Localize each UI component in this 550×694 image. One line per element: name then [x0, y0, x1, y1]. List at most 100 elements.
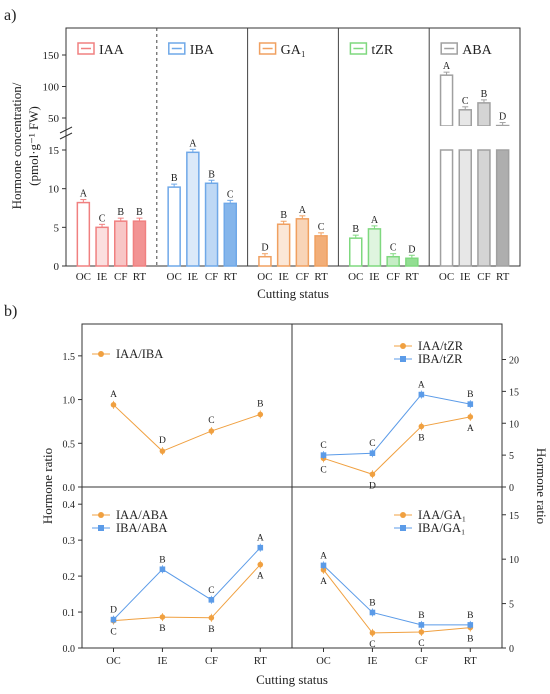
- significance-letter: C: [227, 189, 234, 200]
- legend-marker: [98, 512, 104, 518]
- bar: [439, 74, 454, 127]
- data-point: [369, 609, 376, 616]
- series-line: [113, 547, 261, 620]
- x-tick-label: RT: [314, 271, 328, 283]
- y-tick-label: 0.0: [63, 483, 76, 494]
- significance-letter: B: [208, 625, 214, 635]
- data-point: [257, 544, 264, 551]
- series-line: [113, 564, 261, 622]
- data-point: [159, 448, 166, 454]
- significance-letter: A: [467, 424, 474, 434]
- significance-letter: A: [320, 551, 327, 561]
- y-tick-label: 10: [509, 555, 519, 566]
- significance-letter: A: [110, 390, 117, 400]
- x-tick-label: OC: [316, 656, 331, 667]
- y-axis-label-right: Hormone ratio: [534, 448, 549, 524]
- bar: [477, 102, 491, 127]
- significance-letter: B: [257, 399, 263, 409]
- significance-letter: B: [171, 173, 178, 184]
- x-tick-label: RT: [224, 271, 238, 283]
- panel-a-frame: [65, 27, 521, 267]
- data-point: [467, 401, 474, 407]
- significance-letter: A: [418, 381, 425, 391]
- y-axis-label: Hormone concentration/: [9, 82, 24, 209]
- data-point: [110, 616, 117, 623]
- legend-label: IAA/IBA: [116, 347, 163, 361]
- y-tick-label: 0.4: [63, 500, 76, 511]
- significance-letter: D: [369, 481, 376, 491]
- significance-letter: A: [257, 572, 264, 582]
- series-line: [113, 404, 261, 452]
- y-tick-label: 0: [54, 261, 60, 273]
- x-tick-label: OC: [167, 271, 182, 283]
- x-axis-label: Cutting status: [257, 286, 329, 301]
- x-tick-label: RT: [496, 271, 510, 283]
- significance-letter: B: [352, 224, 359, 235]
- data-point: [320, 452, 327, 458]
- bar: [95, 226, 109, 267]
- bar: [458, 109, 472, 127]
- x-tick-label: RT: [405, 271, 419, 283]
- data-point: [467, 414, 474, 420]
- x-tick-label: OC: [76, 271, 91, 283]
- bar: [477, 149, 491, 267]
- y-axis-label-unit: (pmol·g⁻¹ FW): [26, 106, 41, 186]
- x-tick-label: IE: [369, 271, 380, 283]
- y-tick-label: 0.5: [63, 439, 76, 450]
- x-tick-label: CF: [415, 656, 428, 667]
- y-tick-label: 20: [509, 356, 519, 367]
- significance-letter: C: [318, 222, 325, 233]
- bar: [458, 149, 472, 267]
- series-line: [323, 394, 471, 456]
- significance-letter: A: [299, 205, 307, 216]
- y-tick-label: 1.5: [63, 352, 76, 363]
- data-point: [159, 614, 166, 620]
- data-point: [110, 402, 117, 408]
- legend-label: IAA: [99, 43, 125, 58]
- significance-letter: B: [481, 89, 488, 100]
- data-point: [208, 615, 215, 621]
- y-tick-label: 5: [54, 222, 60, 234]
- y-tick-label: 5: [509, 451, 514, 462]
- legend-label: IBA/ABA: [116, 521, 167, 535]
- x-tick-label: IE: [157, 656, 167, 667]
- significance-letter: B: [208, 169, 215, 180]
- x-tick-label: OC: [348, 271, 363, 283]
- x-tick-label: CF: [477, 271, 490, 283]
- bar: [114, 220, 128, 267]
- data-point: [418, 629, 425, 635]
- data-point: [418, 622, 425, 628]
- significance-letter: B: [418, 611, 424, 621]
- y-tick-label: 100: [43, 82, 60, 94]
- bar: [439, 149, 454, 267]
- significance-letter: B: [136, 207, 143, 218]
- significance-letter: C: [369, 640, 375, 650]
- legend-label: IAA/ABA: [116, 508, 168, 522]
- x-axis-label: Cutting status: [256, 672, 328, 687]
- bar: [186, 151, 200, 267]
- significance-letter: C: [208, 416, 214, 426]
- bar: [223, 202, 237, 267]
- legend-label: IBA: [190, 43, 215, 58]
- subplot-top-left: 0.0 0.5 1.0 1.5 IAA/IBA A D C B: [63, 347, 264, 494]
- y-tick-label: 0: [509, 644, 514, 655]
- y-tick-label: 5: [509, 600, 514, 611]
- significance-letter: A: [257, 534, 264, 544]
- x-tick-label: CF: [386, 271, 399, 283]
- legend-marker: [400, 525, 406, 531]
- data-point: [467, 622, 474, 628]
- bar: [204, 182, 219, 267]
- significance-letter: A: [371, 215, 379, 226]
- y-axis-label-left: Hormone ratio: [40, 448, 55, 524]
- y-tick-label: 1.0: [63, 396, 76, 407]
- panel-label-a: a): [4, 7, 16, 24]
- legend-marker: [98, 525, 104, 531]
- legend-marker: [400, 343, 406, 349]
- x-tick-label: CF: [205, 656, 218, 667]
- legend-label: ABA: [462, 43, 492, 58]
- y-tick-label: 0: [509, 483, 514, 494]
- data-point: [208, 597, 215, 603]
- bar: [367, 228, 382, 267]
